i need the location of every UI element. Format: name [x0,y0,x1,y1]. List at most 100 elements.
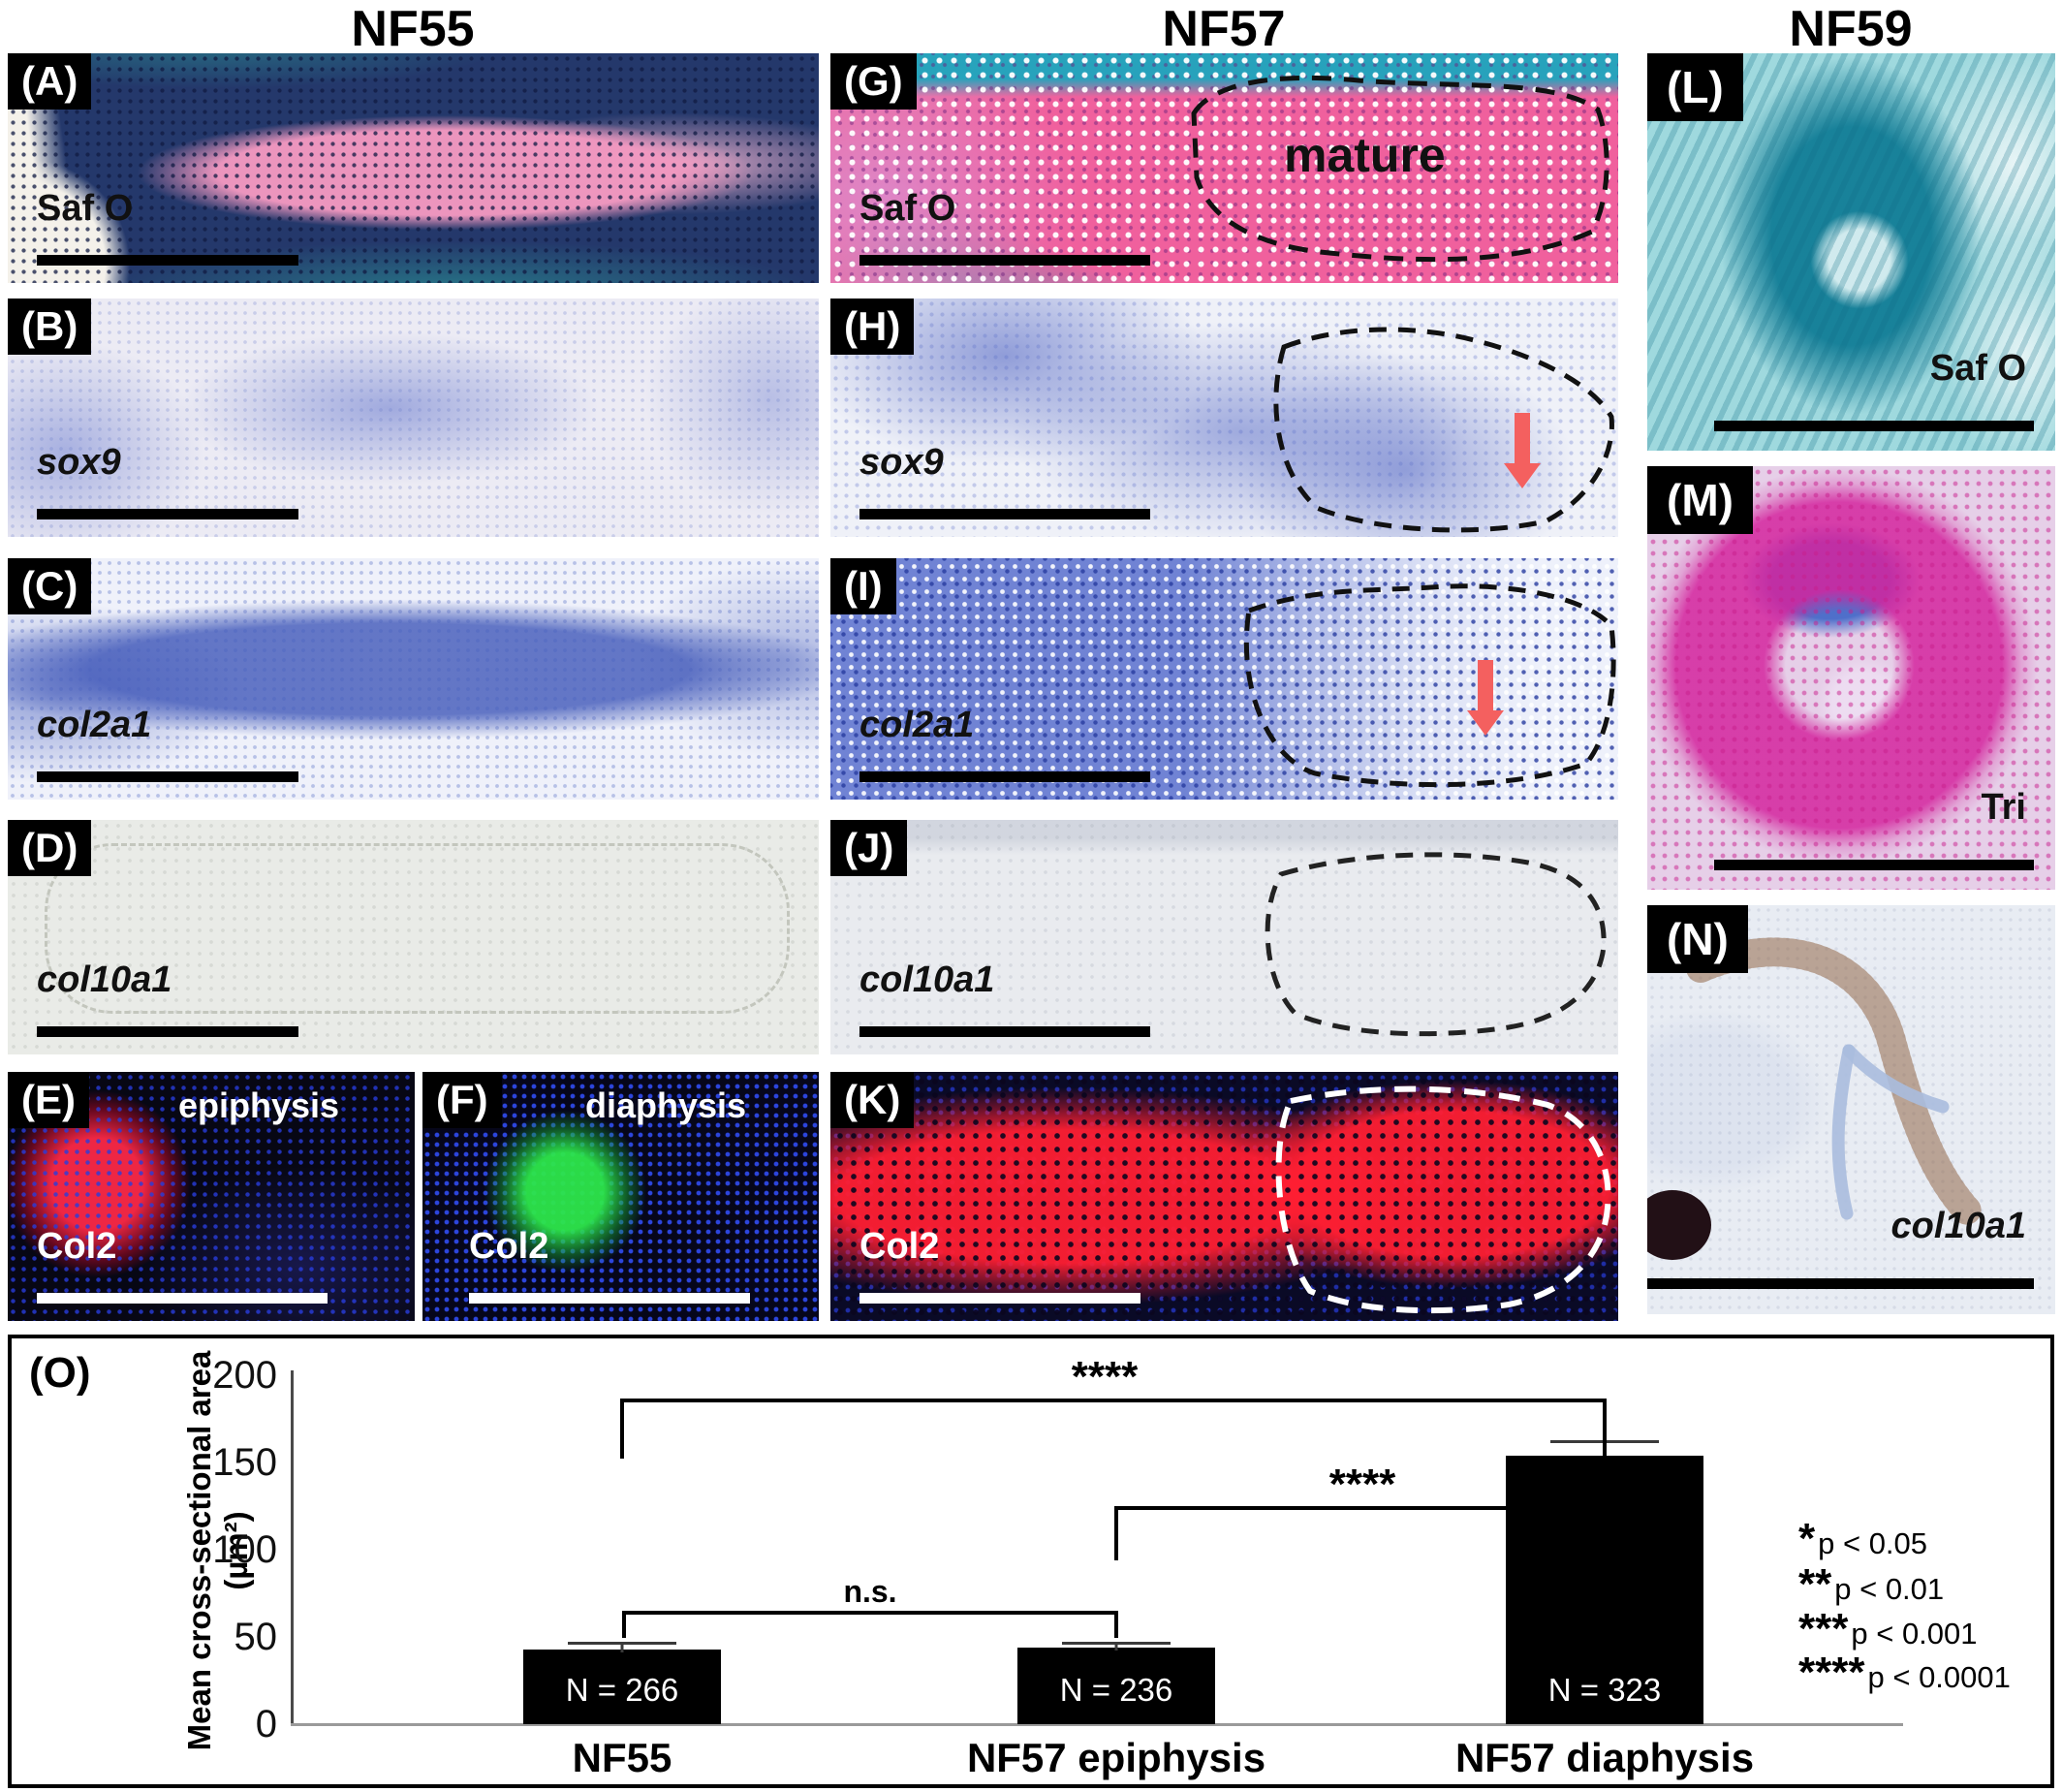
panel-g-stain-label: Saf O [859,188,956,229]
panel-h-stain-label: sox9 [859,442,944,483]
panel-f-stain-label: Col2 [469,1226,549,1267]
panel-c-stain-label: col2a1 [37,705,152,745]
legend-1-stars: * [1798,1515,1816,1562]
panel-l-letter: (L) [1647,53,1743,121]
panel-k-col2-nf57: (K) Col2 [830,1072,1618,1321]
error-bar-nf57-epiphysis [1062,1642,1171,1651]
sig-bracket-2-line [1114,1506,1607,1510]
panel-n-scale-bar [1647,1278,2034,1289]
panel-d-dashed-outline [45,843,790,1014]
panel-i-letter: (I) [830,558,896,614]
panel-h-sox9-nf57: (H) sox9 [830,299,1618,537]
panel-c-col2a1-nf55: (C) col2a1 [8,558,819,800]
y-tick-150: 150 [212,1441,277,1484]
panel-g-letter: (G) [830,53,917,110]
sig-bracket-2-right-leg [1603,1506,1607,1553]
legend-2-stars: ** [1798,1560,1832,1608]
x-label-nf57-epiphysis: NF57 epiphysis [966,1735,1266,1780]
panel-k-stain-label: Col2 [859,1226,940,1267]
panel-m-trichrome-nf59: (M) Tri [1647,466,2055,890]
ns-bracket-right-leg [1114,1611,1118,1638]
panel-g-mature-dashed-outline [1191,75,1609,263]
sig-bracket-1-left-leg [620,1399,624,1459]
sig-bracket-1-right-leg [1603,1399,1607,1484]
panel-o-letter: (O) [29,1349,91,1397]
legend-4-stars: **** [1798,1649,1865,1696]
panel-l-scale-bar [1714,421,2034,431]
panel-e-scale-bar [37,1293,328,1304]
panel-j-col10a1-nf57: (J) col10a1 [830,820,1618,1054]
panel-a-letter: (A) [8,53,92,110]
legend-2-text: p < 0.01 [1834,1572,1945,1606]
panel-i-dashed-outline [1243,583,1616,788]
column-header-nf59: NF59 [1789,1,1913,57]
panel-g-safo-nf57: (G) mature Saf O [830,53,1618,283]
panel-a-safo-nf55: (A) Saf O [8,53,819,283]
panel-e-letter: (E) [8,1072,89,1128]
panel-g-scale-bar [859,255,1150,266]
panel-b-stain-label: sox9 [37,442,121,483]
ns-bracket-left-leg [622,1611,626,1638]
bar-nf57-diaphysis: N = 323 [1506,1455,1703,1724]
panel-j-scale-bar [859,1026,1150,1037]
panel-b-sox9-nf55: (B) sox9 [8,299,819,537]
y-tick-0: 0 [255,1703,277,1745]
panel-f-letter: (F) [422,1072,502,1128]
x-label-nf55: NF55 [572,1735,672,1780]
panel-j-dashed-outline [1265,852,1607,1037]
y-tick-100: 100 [212,1528,277,1571]
chart-x-axis-line [291,1723,1903,1726]
bar-nf57-epiphysis-n-label: N = 236 [1059,1671,1173,1708]
panel-h-dashed-outline [1273,327,1614,533]
panel-h-letter: (H) [830,299,915,355]
y-tick-50: 50 [234,1616,278,1658]
legend-1-text: p < 0.05 [1818,1526,1928,1560]
panel-i-red-arrow-icon [1467,660,1504,736]
panel-d-letter: (D) [8,820,92,876]
panel-b-letter: (B) [8,299,92,355]
panel-f-scale-bar [469,1293,750,1304]
sig-bracket-1-line [620,1399,1607,1402]
legend-row-2: ** p < 0.01 [1798,1563,1944,1607]
panel-k-scale-bar [859,1293,1140,1304]
panel-a-scale-bar [37,255,298,266]
panel-i-scale-bar [859,771,1150,782]
panel-c-letter: (C) [8,558,92,614]
legend-4-text: p < 0.0001 [1867,1660,2011,1694]
bar-nf55: N = 266 [523,1649,721,1724]
panel-m-stain-label: Tri [1981,787,2026,828]
panel-d-col10a1-nf55: (D) col10a1 [8,820,819,1054]
bar-nf57-epiphysis: N = 236 [1017,1647,1215,1724]
panel-n-col10a1-nf59: (N) col10a1 [1647,905,2055,1314]
panel-e-col2-epiphysis: (E) epiphysis Col2 [8,1072,415,1321]
column-header-nf57: NF57 [1162,1,1286,57]
panel-e-stain-label: Col2 [37,1226,117,1267]
legend-row-3: *** p < 0.001 [1798,1608,1978,1651]
bar-nf57-diaphysis-n-label: N = 323 [1547,1671,1662,1708]
legend-3-text: p < 0.001 [1851,1617,1978,1651]
panel-f-col2-diaphysis: (F) diaphysis Col2 [422,1072,819,1321]
y-tick-200: 200 [212,1354,277,1397]
panel-b-scale-bar [37,509,298,519]
chart-y-axis-line [291,1370,294,1726]
bar-nf55-n-label: N = 266 [565,1671,679,1708]
panel-e-region-label: epiphysis [178,1085,340,1125]
panel-m-letter: (M) [1647,466,1753,534]
sig-bracket-1-label: **** [1071,1353,1139,1400]
panel-l-stain-label: Saf O [1929,348,2026,389]
panel-d-stain-label: col10a1 [37,959,172,1000]
panel-d-scale-bar [37,1026,298,1037]
panel-c-scale-bar [37,771,298,782]
sig-bracket-2-label: **** [1328,1461,1396,1508]
panel-g-mature-annotation: mature [1284,128,1446,182]
panel-a-stain-label: Saf O [37,188,134,229]
panel-k-dashed-outline [1275,1085,1611,1314]
panel-j-stain-label: col10a1 [859,959,995,1000]
legend-3-stars: *** [1798,1605,1849,1652]
panel-n-letter: (N) [1647,905,1748,973]
panel-h-scale-bar [859,509,1150,519]
sig-bracket-2-left-leg [1114,1506,1118,1560]
panel-n-tissue-drawing [1647,937,1982,1260]
panel-f-region-label: diaphysis [585,1085,747,1125]
